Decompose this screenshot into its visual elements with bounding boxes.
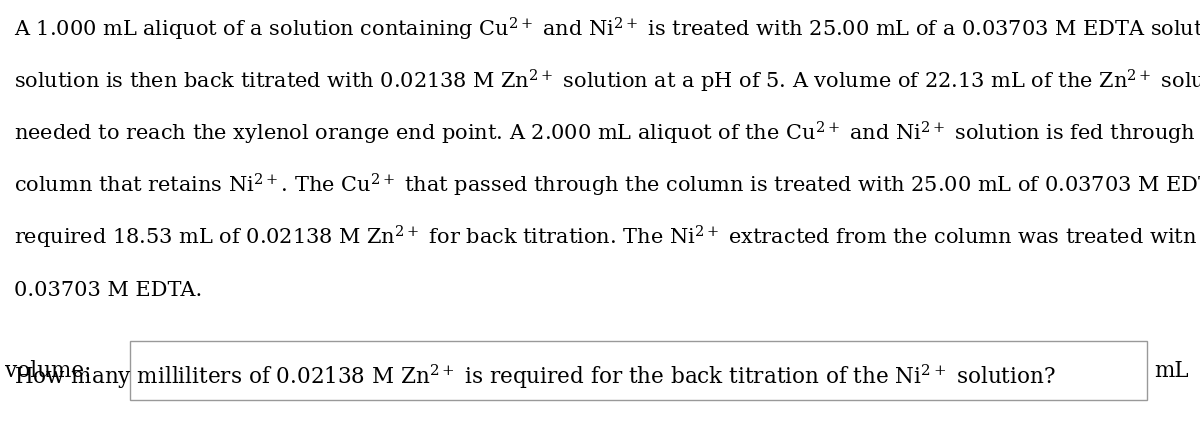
Text: mL: mL — [1154, 360, 1189, 382]
Text: A 1.000 mL aliquot of a solution containing Cu$^{2+}$ and Ni$^{2+}$ is treated w: A 1.000 mL aliquot of a solution contain… — [14, 15, 1200, 43]
Text: How many milliliters of 0.02138 M Zn$^{2+}$ is required for the back titration o: How many milliliters of 0.02138 M Zn$^{2… — [14, 363, 1056, 391]
Text: required 18.53 mL of 0.02138 M Zn$^{2+}$ for back titration. The Ni$^{2+}$ extra: required 18.53 mL of 0.02138 M Zn$^{2+}$… — [14, 223, 1200, 250]
Text: solution is then back titrated with 0.02138 M Zn$^{2+}$ solution at a pH of 5. A: solution is then back titrated with 0.02… — [14, 67, 1200, 95]
Text: column that retains Ni$^{2+}$. The Cu$^{2+}$ that passed through the column is t: column that retains Ni$^{2+}$. The Cu$^{… — [14, 171, 1200, 199]
Text: 0.03703 M EDTA.: 0.03703 M EDTA. — [14, 281, 203, 300]
Text: needed to reach the xylenol orange end point. A 2.000 mL aliquot of the Cu$^{2+}: needed to reach the xylenol orange end p… — [14, 119, 1200, 147]
FancyBboxPatch shape — [130, 341, 1147, 400]
Text: volume:: volume: — [5, 360, 91, 382]
